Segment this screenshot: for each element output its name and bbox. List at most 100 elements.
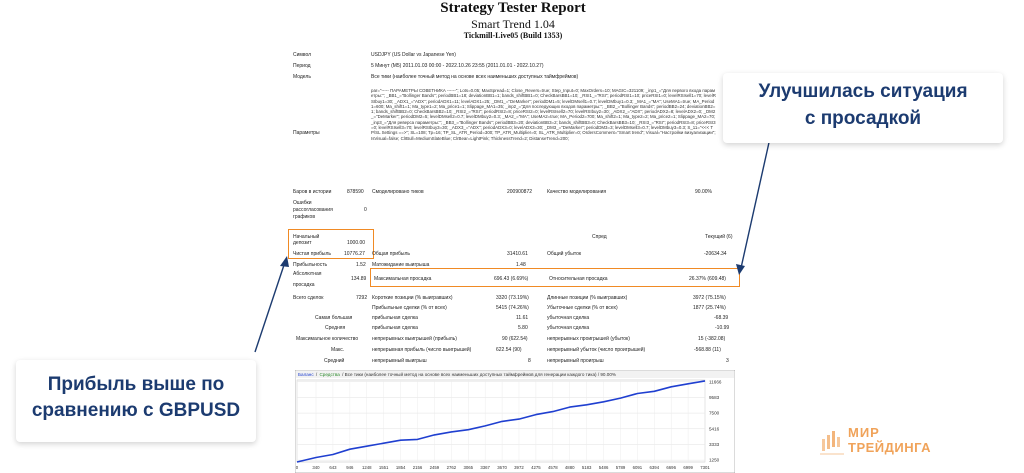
left-arrow-head — [280, 256, 289, 267]
avg-label: Средний — [324, 358, 345, 364]
avg-consec-wins-value: 8 — [528, 358, 531, 364]
x-tick-label: 6394 — [650, 465, 660, 470]
y-tick-label: 5416 — [709, 426, 720, 431]
symbol-value: USDJPY (US Dollar vs Japanese Yen) — [371, 52, 456, 58]
params-label: Параметры — [293, 130, 320, 136]
deposit-label-2: депозит — [293, 240, 312, 246]
y-tick-label: 3333 — [709, 442, 720, 447]
logo: МИР ТРЕЙДИНГА — [820, 423, 940, 463]
abs-dd-label-1: Абсолютная — [293, 271, 322, 277]
abs-dd-label-2: просадка — [293, 282, 315, 288]
logo-candles-icon — [820, 431, 844, 455]
left-arrow-line — [254, 261, 286, 353]
gross-loss-value: -20634.34 — [704, 251, 727, 257]
max-consec-profit-value: 622.54 (90) — [496, 347, 522, 353]
x-tick-label: 2459 — [430, 465, 440, 470]
average-loss-label: убыточная сделка — [547, 325, 590, 331]
short-label: Короткие позиции (% выигравших) — [372, 295, 453, 301]
bars-value: 878590 — [347, 189, 364, 195]
x-tick-label: 2156 — [413, 465, 423, 470]
x-tick-label: 643 — [329, 465, 337, 470]
max-dd-label: Максимальная просадка — [374, 276, 432, 282]
x-tick-label: 4880 — [565, 465, 575, 470]
x-tick-label: 946 — [346, 465, 354, 470]
profit-trades-label: Прибыльные сделки (% от всех) — [372, 305, 447, 311]
max-label: Макс. — [331, 347, 345, 353]
short-value: 3320 (73.19%) — [496, 295, 529, 301]
errors-label-2: рассогласования — [293, 207, 333, 213]
x-tick-label: 4275 — [531, 465, 541, 470]
max-consec-losses-label: непрерывных проигрышей (убыток) — [547, 336, 630, 342]
chart-header-balance: Баланс — [298, 372, 314, 377]
report-subtitle: Smart Trend 1.04 — [471, 17, 555, 31]
average-loss-value: -10.99 — [715, 325, 730, 331]
y-tick-label: 9583 — [709, 395, 720, 400]
x-tick-label: 3972 — [514, 465, 524, 470]
average-label: Средняя — [325, 325, 346, 331]
spread-value: Текущий (6) — [705, 234, 733, 240]
x-tick-label: 3670 — [497, 465, 507, 470]
deposit-label-1: Начальный — [293, 234, 320, 240]
net-profit-value: 10776.27 — [344, 251, 365, 257]
total-trades-label: Всего сделок — [293, 295, 324, 301]
model-value: Все тики (наиболее точный метод на основ… — [371, 74, 579, 80]
x-tick-label: 3367 — [480, 465, 490, 470]
chart-header-equity: Средства — [319, 372, 340, 377]
loss-trades-value: 1877 (25.74%) — [693, 305, 726, 311]
callout-drawdown-line1: Улучшилась ситуация — [758, 81, 968, 102]
x-tick-label: 1854 — [396, 465, 406, 470]
report-broker: Tickmill-Live05 (Build 1353) — [463, 31, 563, 40]
right-arrow-line — [740, 137, 771, 269]
largest-loss-value: -68.39 — [714, 315, 729, 321]
average-profit-value: 5.80 — [518, 325, 528, 331]
callout-profit-line1: Прибыль выше по — [47, 374, 225, 395]
x-tick-label: 2762 — [447, 465, 457, 470]
loss-trades-label: Убыточные сделки (% от всех) — [547, 305, 618, 311]
deposit-value: 1000.00 — [347, 240, 366, 246]
callout-profit-line2: сравнению с GBPUSD — [31, 400, 241, 421]
x-tick-label: 7301 — [700, 465, 710, 470]
max-consec-losses-value: 15 (-382.08) — [698, 336, 726, 342]
spread-label: Спред — [592, 234, 607, 240]
callout-drawdown: Улучшилась ситуация с просадкой — [723, 73, 1003, 143]
report-title: Strategy Tester Report — [440, 0, 586, 16]
long-label: Длинные позиции (% выигравших) — [547, 295, 628, 301]
x-tick-label: 1551 — [379, 465, 389, 470]
largest-loss-label: убыточная сделка — [547, 315, 590, 321]
model-label: Модель — [293, 74, 311, 80]
x-tick-label: 6999 — [683, 465, 693, 470]
logo-text-line2: ТРЕЙДИНГА — [848, 440, 932, 455]
x-tick-label: 5183 — [582, 465, 592, 470]
quality-label: Качество моделирования — [547, 189, 607, 195]
chart-grid — [296, 379, 706, 463]
errors-value: 0 — [364, 207, 367, 213]
callout-drawdown-line2: с просадкой — [804, 108, 922, 129]
avg-consec-losses-value: 3 — [726, 358, 729, 364]
rel-dd-value: 26.37% (609.48) — [689, 276, 726, 282]
chart-header-bg — [296, 371, 734, 378]
gross-profit-label: Общая прибыль — [372, 251, 411, 257]
deposit-profit-highlight — [288, 229, 374, 259]
period-value: 5 Минут (M5) 2011.01.03 00:00 - 2022.10.… — [371, 63, 544, 69]
y-tick-label: 7500 — [709, 411, 720, 416]
ticks-label: Смоделировано тиков — [372, 189, 424, 195]
x-tick-label: 1248 — [362, 465, 372, 470]
drawdown-highlight — [370, 268, 740, 287]
gross-profit-value: 31410.61 — [507, 251, 528, 257]
x-tick-label: 340 — [312, 465, 320, 470]
max-consec-profit-label: непрерывная прибыль (число выигрышей) — [372, 347, 472, 353]
x-tick-label: 5486 — [599, 465, 609, 470]
profit-factor-label: Прибыльность — [293, 262, 328, 268]
rel-dd-label: Относительная просадка — [549, 276, 608, 282]
largest-label: Самая большая — [315, 315, 353, 321]
params-value: par="----- ПАРАМЕТРЫ СОВЕТНИКА ------"; … — [371, 88, 716, 141]
y-tick-label: 1250 — [709, 458, 720, 463]
x-tick-label: 0 — [296, 465, 299, 470]
chart-y-ticks: 11666 9583 7500 5416 3333 1250 — [709, 379, 722, 462]
max-consec-loss-value: -568.88 (11) — [694, 347, 721, 353]
x-tick-label: 6696 — [666, 465, 676, 470]
max-consec-loss-label: непрерывный убыток (число проигрышей) — [547, 347, 646, 353]
balance-line — [296, 380, 706, 463]
max-consec-wins-value: 90 (622.54) — [502, 336, 528, 342]
